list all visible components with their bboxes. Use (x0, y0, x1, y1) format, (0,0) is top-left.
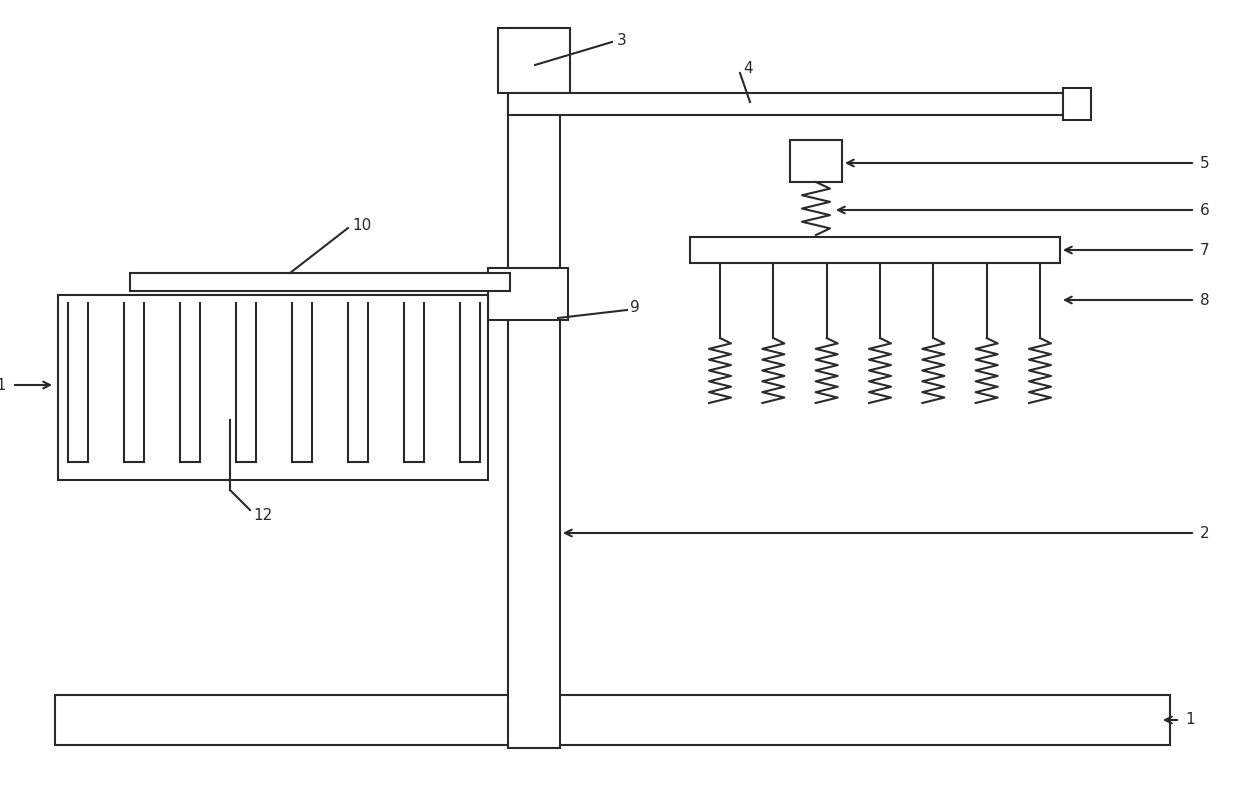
Bar (58, 295, 489, 480)
Text: 2: 2 (1200, 526, 1210, 540)
Bar (790, 140, 842, 182)
Text: 4: 4 (743, 61, 753, 75)
Bar (689, 237, 1060, 263)
Text: 11: 11 (0, 378, 7, 392)
Bar (489, 268, 568, 320)
Text: 9: 9 (630, 299, 640, 315)
Text: 10: 10 (352, 218, 371, 232)
Bar (1063, 88, 1091, 120)
Text: 1: 1 (1185, 713, 1194, 727)
Text: 6: 6 (1200, 202, 1210, 218)
Text: 8: 8 (1200, 293, 1210, 307)
Bar (508, 93, 1073, 115)
Bar (508, 28, 560, 748)
Bar (130, 273, 510, 291)
Bar (55, 695, 1171, 745)
Text: 7: 7 (1200, 243, 1210, 257)
Text: 3: 3 (618, 32, 626, 48)
Bar (498, 28, 570, 93)
Text: 5: 5 (1200, 155, 1210, 171)
Text: 12: 12 (253, 507, 273, 523)
